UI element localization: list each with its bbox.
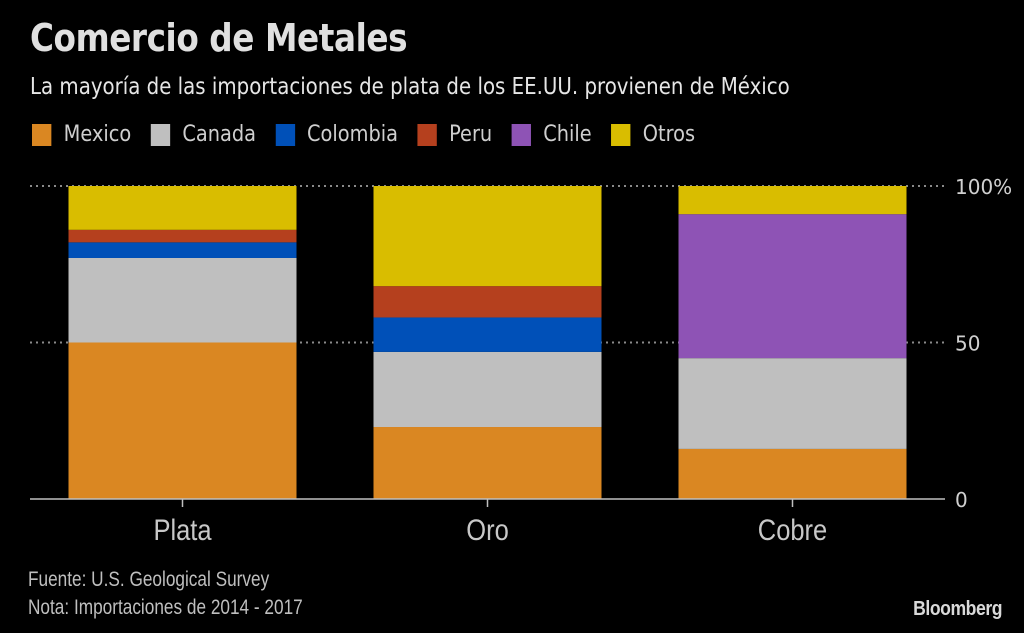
legend-swatch: [150, 123, 171, 146]
bar-segment-plata-mexico: [68, 342, 297, 499]
legend-label: Colombia: [307, 122, 399, 147]
bar-segment-oro-canada: [373, 351, 602, 428]
bar-segment-cobre-otros: [678, 186, 907, 215]
y-tick-label: 0: [955, 488, 968, 512]
legend-swatch: [417, 123, 437, 146]
chart-title: Comercio de Metales: [30, 16, 408, 60]
legend-item-colombia: Colombia: [275, 122, 398, 147]
legend-label: Canada: [182, 122, 257, 147]
x-tick-label: Cobre: [758, 513, 827, 546]
bar-segment-oro-colombia: [373, 317, 602, 352]
bar-segment-plata-peru: [68, 229, 297, 243]
chart-subtitle: La mayoría de las importaciones de plata…: [30, 74, 790, 100]
x-tick-label: Oro: [466, 513, 508, 546]
bar-segment-oro-peru: [373, 286, 602, 318]
legend-label: Mexico: [63, 122, 132, 147]
y-tick-label: 50: [955, 332, 980, 356]
legend-item-otros: Otros: [611, 122, 695, 147]
bar-segment-plata-colombia: [68, 242, 297, 258]
legend-item-peru: Peru: [417, 122, 492, 147]
legend-label: Otros: [642, 122, 696, 147]
bar-segment-cobre-mexico: [678, 448, 907, 499]
legend: Mexico Canada Colombia Peru Chile Otros: [32, 122, 714, 147]
bar-segment-cobre-canada: [678, 358, 907, 449]
legend-item-canada: Canada: [150, 122, 257, 147]
bar-segment-cobre-chile: [678, 214, 907, 359]
x-tick-label: Plata: [153, 513, 212, 546]
bar-segment-oro-mexico: [373, 427, 602, 499]
legend-item-chile: Chile: [511, 122, 592, 147]
legend-label: Peru: [449, 122, 493, 147]
data-note: Nota: Importaciones de 2014 - 2017: [28, 596, 303, 619]
legend-swatch: [511, 123, 531, 146]
legend-swatch: [611, 123, 631, 146]
bar-segment-plata-canada: [68, 257, 297, 343]
legend-swatch: [275, 123, 295, 146]
bloomberg-logo: Bloomberg: [913, 598, 1002, 620]
bar-segment-oro-otros: [373, 186, 602, 287]
legend-label: Chile: [543, 122, 592, 147]
legend-swatch: [32, 123, 52, 146]
y-tick-label: 100%: [955, 175, 1012, 199]
footnotes: Fuente: U.S. Geological Survey Nota: Imp…: [28, 566, 303, 622]
bar-segment-plata-otros: [68, 186, 297, 230]
legend-item-mexico: Mexico: [32, 122, 131, 147]
source-note: Fuente: U.S. Geological Survey: [28, 568, 270, 591]
